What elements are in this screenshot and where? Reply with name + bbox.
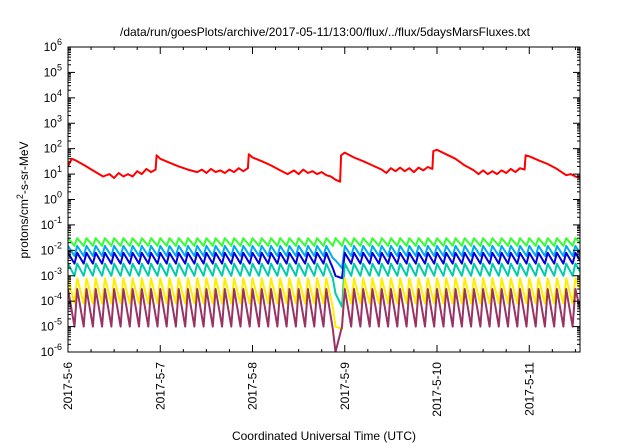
y-tick-label: 101 — [44, 164, 62, 181]
x-tick-label: 2017-5-10 — [430, 362, 444, 417]
x-tick-label: 2017-5-6 — [61, 362, 75, 410]
series-line-0 — [68, 148, 580, 183]
y-tick-label: 10-3 — [41, 266, 62, 283]
series-line-4 — [68, 262, 580, 308]
series-line-1 — [68, 237, 580, 247]
y-tick-label: 10-1 — [41, 215, 62, 232]
x-axis: 2017-5-6 2017-5-7 2017-5-8 2017-5-9 2017-5-1… — [61, 47, 576, 417]
x-tick-label: 2017-5-8 — [246, 362, 260, 410]
y-tick-label: 100 — [44, 190, 62, 207]
series-line-5 — [68, 277, 580, 330]
y-tick-label: 106 — [44, 37, 62, 54]
y-tick-label: 104 — [44, 88, 62, 105]
series-line-3 — [68, 251, 580, 280]
x-tick-label: 2017-5-9 — [338, 362, 352, 410]
series-line-2 — [68, 244, 580, 270]
y-tick-label: 10-6 — [41, 342, 62, 359]
y-tick-label: 105 — [44, 62, 62, 79]
plot-series-group — [68, 148, 580, 352]
y-axis: 10-6 10-5 10-4 10-3 10-2 10-1 100 101 102 103 104 1… — [41, 37, 580, 359]
y-tick-label: 10-5 — [41, 317, 62, 334]
y-axis-label: protons/cm2-s-sr-MeV — [15, 141, 31, 258]
y-tick-label: 103 — [44, 113, 62, 130]
y-tick-label: 102 — [44, 139, 62, 156]
x-axis-label: Coordinated Universal Time (UTC) — [232, 429, 416, 443]
series-line-6 — [68, 288, 580, 352]
x-tick-label: 2017-5-7 — [153, 362, 167, 410]
y-tick-label: 10-2 — [41, 240, 62, 257]
chart-title: /data/run/goesPlots/archive/2017-05-11/1… — [120, 25, 531, 39]
y-tick-label: 10-4 — [41, 291, 62, 308]
x-tick-label: 2017-5-11 — [522, 362, 536, 416]
